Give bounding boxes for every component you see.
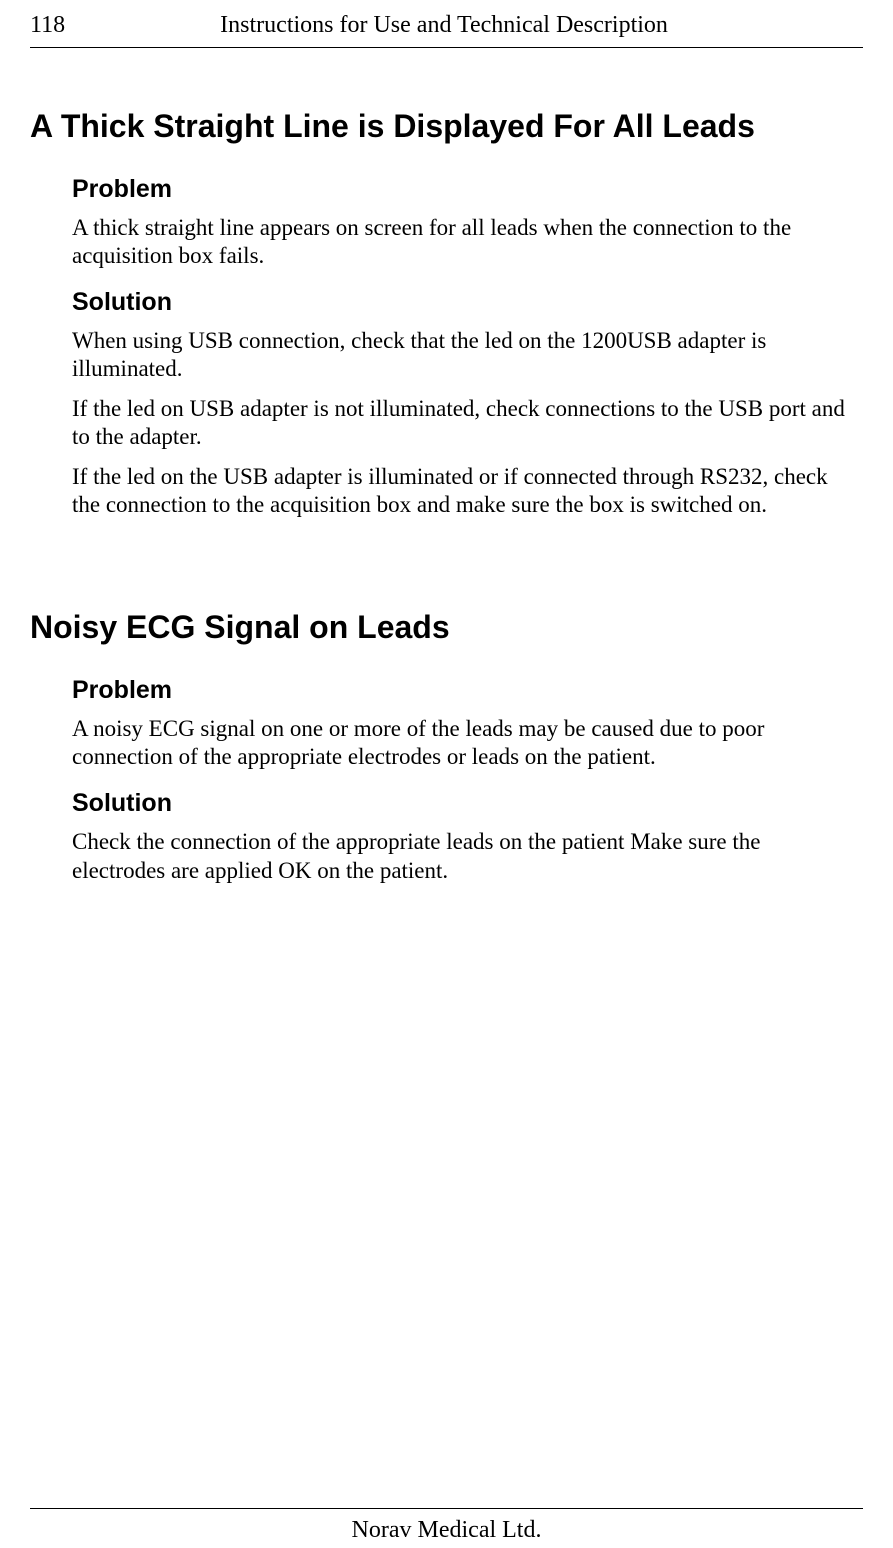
section-heading-1: A Thick Straight Line is Displayed For A… bbox=[30, 108, 863, 145]
subsection-label-solution-2: Solution bbox=[72, 789, 863, 818]
body-paragraph: A thick straight line appears on screen … bbox=[72, 214, 857, 270]
page-content: A Thick Straight Line is Displayed For A… bbox=[30, 48, 863, 885]
body-paragraph: If the led on USB adapter is not illumin… bbox=[72, 395, 857, 451]
body-paragraph: If the led on the USB adapter is illumin… bbox=[72, 463, 857, 519]
page-header: 118 Instructions for Use and Technical D… bbox=[30, 0, 863, 48]
page-footer: Norav Medical Ltd. bbox=[30, 1508, 863, 1548]
body-paragraph: Check the connection of the appropriate … bbox=[72, 828, 857, 884]
subsection-label-problem-2: Problem bbox=[72, 676, 863, 705]
subsection-label-problem-1: Problem bbox=[72, 175, 863, 204]
header-title: Instructions for Use and Technical Descr… bbox=[25, 12, 863, 39]
footer-text: Norav Medical Ltd. bbox=[352, 1517, 542, 1543]
body-paragraph: A noisy ECG signal on one or more of the… bbox=[72, 715, 857, 771]
section-heading-2: Noisy ECG Signal on Leads bbox=[30, 609, 863, 646]
body-paragraph: When using USB connection, check that th… bbox=[72, 327, 857, 383]
subsection-label-solution-1: Solution bbox=[72, 288, 863, 317]
